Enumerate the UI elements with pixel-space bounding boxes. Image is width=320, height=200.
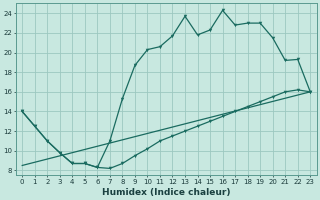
X-axis label: Humidex (Indice chaleur): Humidex (Indice chaleur) [102, 188, 230, 197]
